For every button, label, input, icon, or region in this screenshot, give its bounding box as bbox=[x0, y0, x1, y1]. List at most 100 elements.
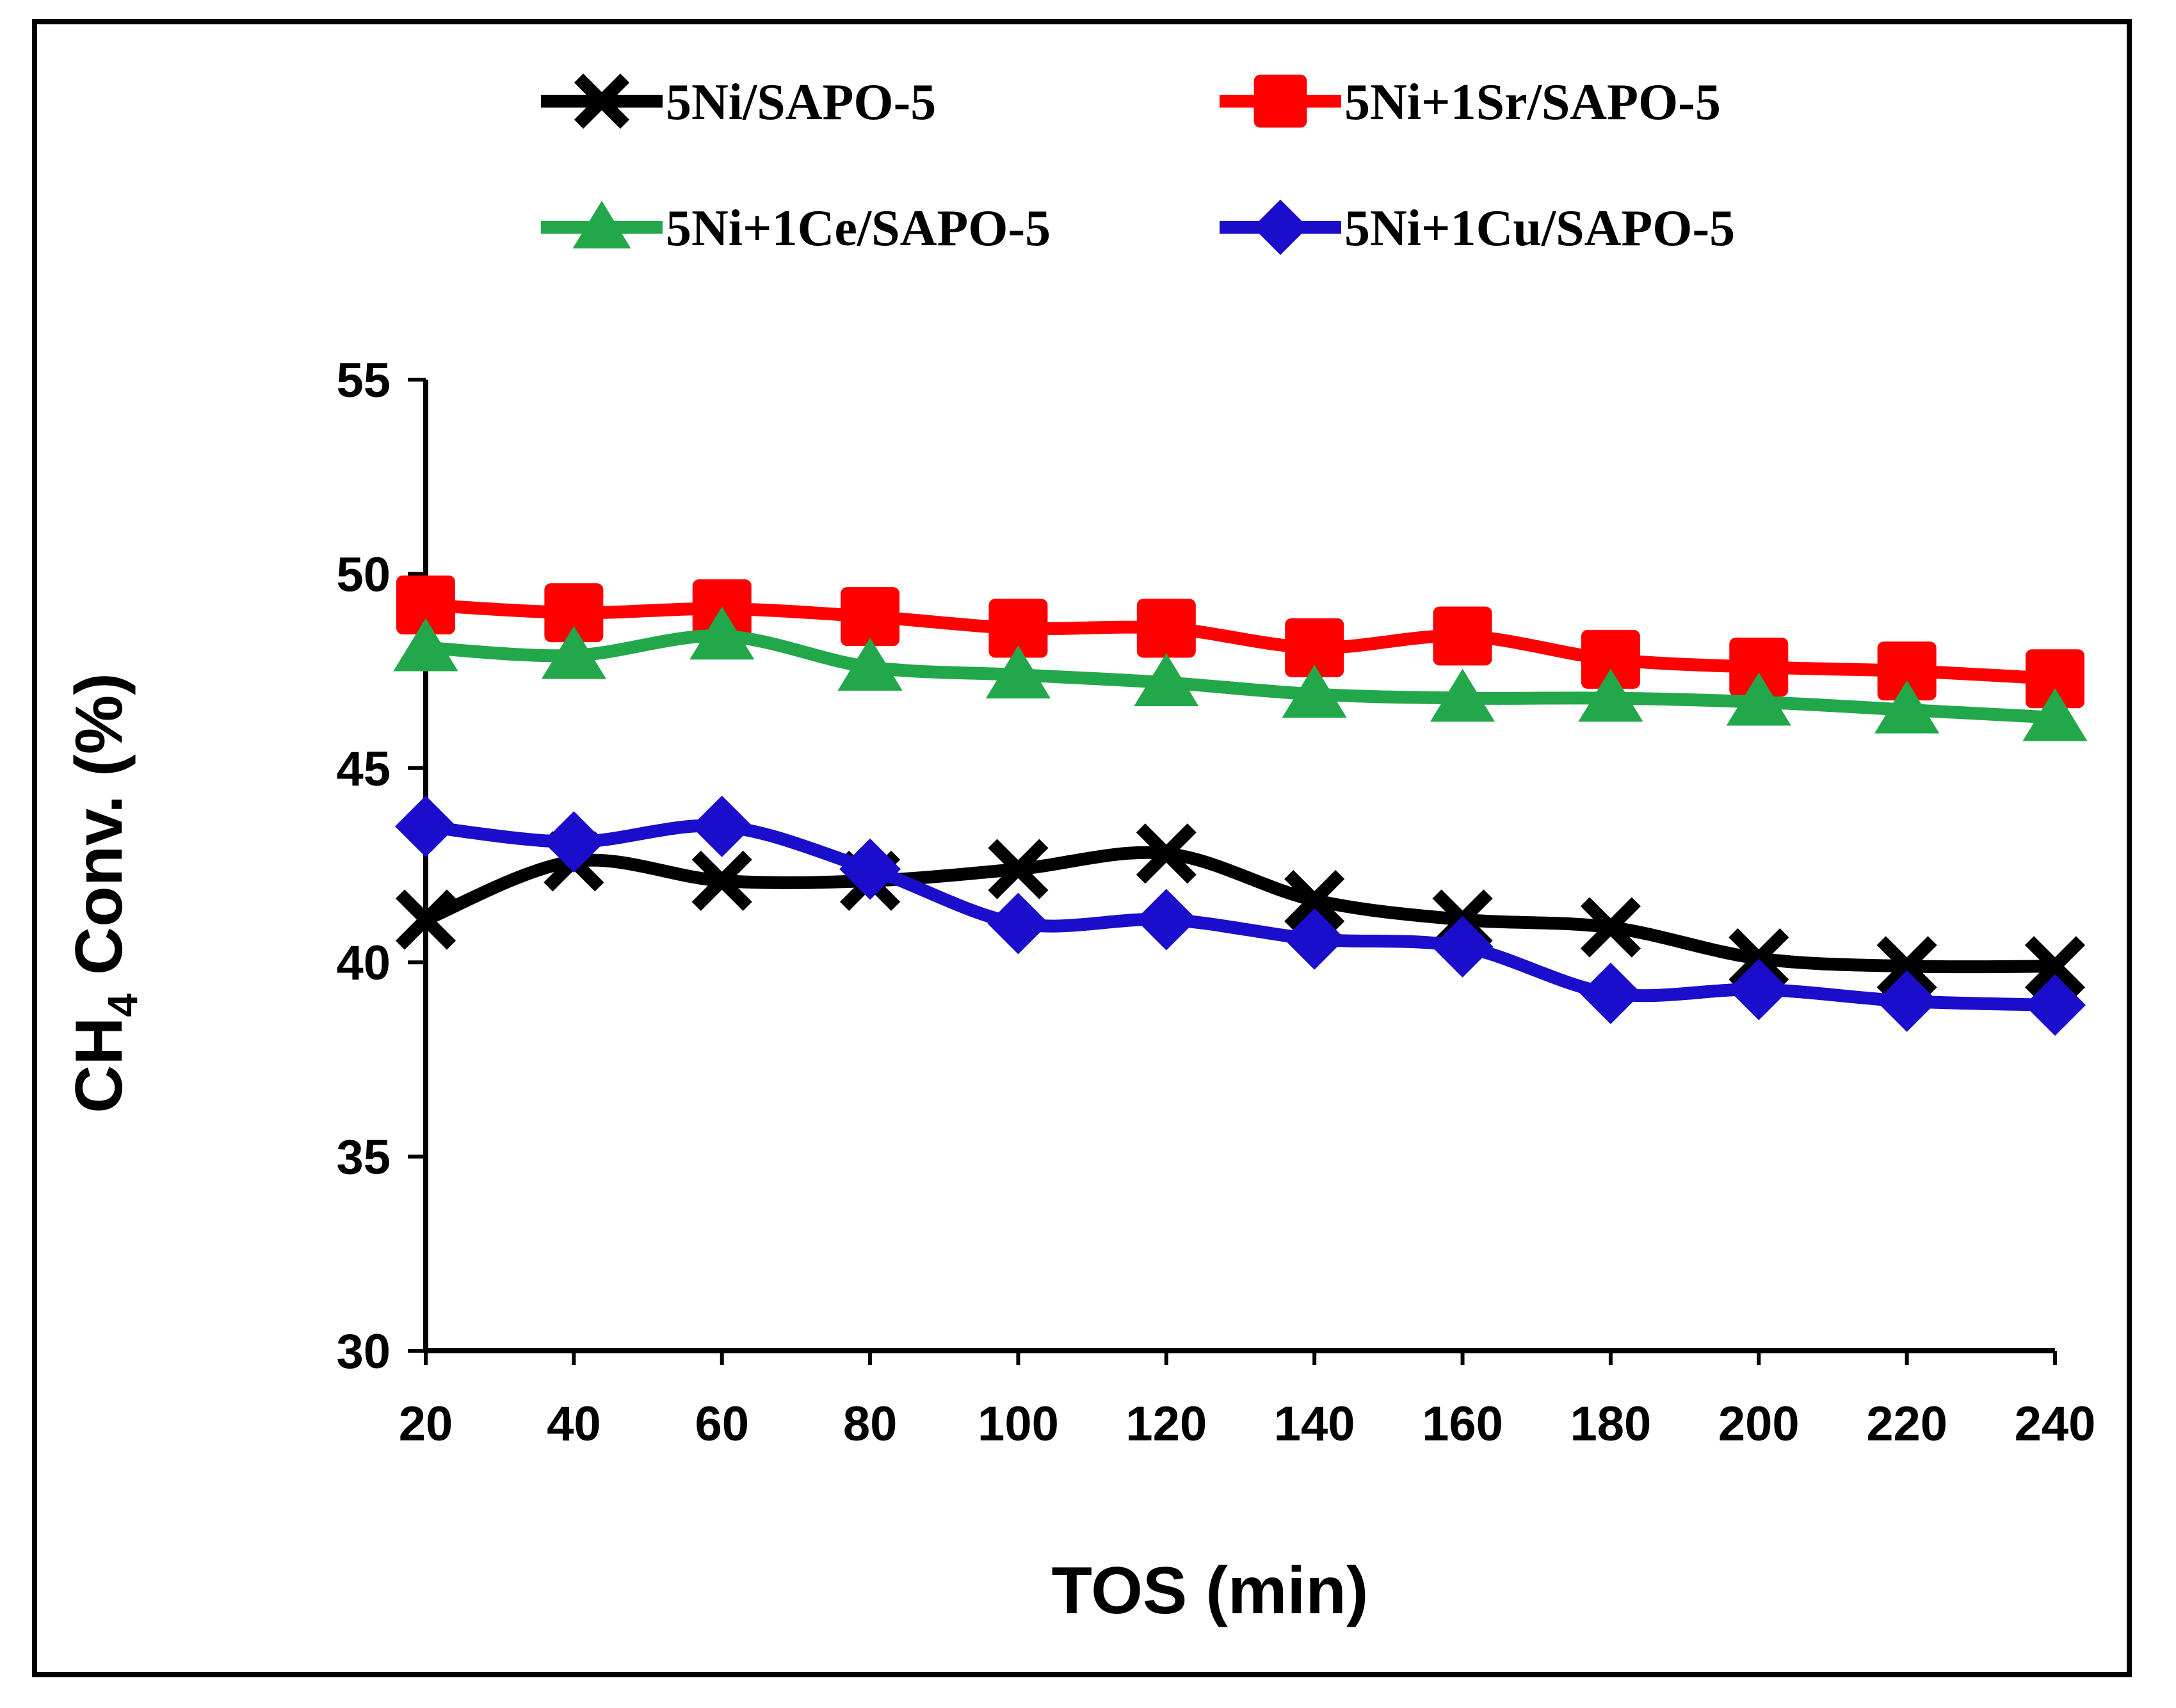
marker-stroke bbox=[691, 850, 752, 911]
data-point bbox=[839, 838, 901, 900]
marker-stroke bbox=[988, 839, 1049, 899]
ticks: 30 35 40 45 50 55 20 40 60 80 100 120 140 160 180 200 22… bbox=[336, 353, 2095, 1451]
y-tick-label: 55 bbox=[336, 353, 391, 408]
series-line bbox=[424, 819, 2056, 1011]
data-point bbox=[1284, 870, 1345, 931]
y-axis-title: CH4 Conv. (%) bbox=[62, 673, 146, 1113]
marker-stroke bbox=[395, 889, 456, 950]
x-tick-label: 160 bbox=[1422, 1397, 1503, 1451]
x-tick-label: 240 bbox=[2015, 1397, 2096, 1451]
legend: 5Ni/SAPO-5 5Ni+1Sr/SAPO-5 5Ni+1Ce/SAPO-5 5N… bbox=[541, 73, 1735, 257]
series-line bbox=[425, 629, 2056, 724]
data-point bbox=[987, 892, 1049, 955]
data-point bbox=[1433, 606, 1492, 666]
x-tick-label: 220 bbox=[1866, 1397, 1947, 1451]
legend-marker bbox=[1252, 199, 1309, 255]
data-point bbox=[1874, 680, 1940, 734]
data-point bbox=[1134, 653, 1199, 707]
data-point bbox=[1579, 962, 1641, 1024]
legend-label: 5Ni/SAPO-5 bbox=[666, 74, 936, 131]
data-point bbox=[1877, 641, 1937, 701]
data-point bbox=[691, 850, 752, 911]
legend-label: 5Ni+1Ce/SAPO-5 bbox=[666, 200, 1051, 257]
data-point bbox=[544, 583, 604, 643]
legend-marker bbox=[574, 73, 630, 129]
data-point bbox=[395, 889, 456, 950]
data-point bbox=[837, 638, 903, 691]
data-point bbox=[1430, 668, 1495, 722]
data-point bbox=[1136, 599, 1196, 658]
y-axis-title-rest: Conv. (%) bbox=[62, 673, 136, 994]
data-point bbox=[393, 618, 458, 672]
data-point bbox=[1282, 665, 1347, 718]
data-point bbox=[1729, 928, 1789, 989]
x-tick-label: 180 bbox=[1570, 1397, 1652, 1451]
data-point bbox=[1135, 889, 1197, 951]
legend-label: 5Ni+1Cu/SAPO-5 bbox=[1344, 200, 1735, 257]
data-point bbox=[1581, 629, 1640, 689]
y-axis-title-subscript: 4 bbox=[99, 994, 146, 1017]
x-tick-label: 100 bbox=[978, 1397, 1059, 1451]
data-point bbox=[2022, 688, 2088, 741]
y-axis-title-main: CH bbox=[62, 1017, 136, 1113]
data-point bbox=[1284, 908, 1346, 970]
legend-item-0: 5Ni/SAPO-5 bbox=[541, 73, 936, 131]
marker-stroke bbox=[574, 73, 630, 129]
x-tick-label: 60 bbox=[695, 1397, 749, 1451]
data-point bbox=[985, 645, 1051, 698]
data-point bbox=[1876, 936, 1937, 997]
data-point bbox=[841, 587, 900, 647]
series-1 bbox=[396, 575, 2084, 709]
x-tick-label: 80 bbox=[843, 1397, 898, 1451]
marker-stroke bbox=[1580, 897, 1641, 958]
series-0 bbox=[395, 823, 2086, 997]
legend-item-2: 5Ni+1Ce/SAPO-5 bbox=[541, 200, 1051, 257]
data-point bbox=[2024, 974, 2086, 1036]
x-tick-label: 140 bbox=[1274, 1397, 1355, 1451]
data-point bbox=[689, 606, 755, 660]
x-tick-label: 20 bbox=[399, 1397, 453, 1451]
data-point bbox=[1578, 668, 1643, 722]
marker-stroke bbox=[2024, 936, 2086, 997]
legend-item-3: 5Ni+1Cu/SAPO-5 bbox=[1220, 199, 1735, 257]
chart-frame bbox=[32, 19, 2132, 1677]
data-point bbox=[988, 839, 1049, 899]
data-point bbox=[395, 795, 456, 857]
y-tick-label: 50 bbox=[336, 547, 391, 602]
axes bbox=[423, 380, 2055, 1353]
x-tick-label: 40 bbox=[547, 1397, 601, 1451]
legend-marker bbox=[1253, 74, 1307, 128]
data-point bbox=[541, 625, 606, 679]
data-point bbox=[543, 811, 605, 873]
legend-marker bbox=[572, 200, 631, 249]
data-point bbox=[396, 575, 455, 634]
data-point bbox=[1729, 638, 1789, 697]
data-point bbox=[691, 795, 753, 857]
data-point bbox=[1580, 897, 1641, 958]
data-point bbox=[1876, 970, 1938, 1032]
series-layer bbox=[393, 575, 2088, 1036]
marker-stroke bbox=[1136, 823, 1197, 884]
x-tick-label: 200 bbox=[1718, 1397, 1800, 1451]
data-point bbox=[1431, 915, 1494, 978]
y-tick-label: 30 bbox=[336, 1325, 391, 1379]
data-point bbox=[1285, 618, 1344, 677]
legend-label: 5Ni+1Sr/SAPO-5 bbox=[1344, 74, 1721, 131]
data-point bbox=[2026, 649, 2084, 709]
data-point bbox=[2024, 936, 2086, 997]
y-tick-label: 45 bbox=[336, 742, 391, 796]
legend-item-1: 5Ni+1Sr/SAPO-5 bbox=[1220, 74, 1721, 131]
series-line bbox=[423, 846, 2056, 974]
y-tick-label: 35 bbox=[336, 1131, 391, 1185]
data-point bbox=[1136, 823, 1197, 884]
x-axis-title: TOS (min) bbox=[1052, 1554, 1369, 1628]
series-2 bbox=[393, 606, 2088, 741]
series-3 bbox=[395, 795, 2086, 1036]
marker-stroke bbox=[1876, 936, 1937, 997]
data-point bbox=[988, 599, 1048, 658]
marker-stroke bbox=[1729, 928, 1789, 989]
x-tick-label: 120 bbox=[1125, 1397, 1207, 1451]
data-point bbox=[1728, 958, 1790, 1020]
marker-stroke bbox=[1284, 870, 1345, 931]
